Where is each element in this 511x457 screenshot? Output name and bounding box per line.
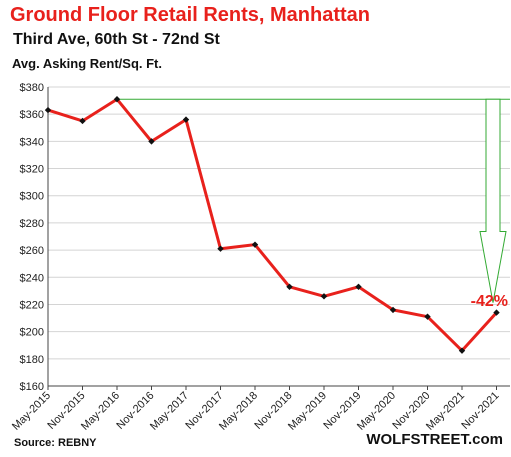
y-tick-label: $240 [20, 272, 44, 284]
data-point [182, 116, 190, 123]
data-point-markers [44, 96, 500, 354]
y-tick-label: $360 [20, 109, 44, 121]
data-point [113, 96, 121, 103]
y-axis-label: Avg. Asking Rent/Sq. Ft. [12, 56, 162, 71]
data-point [458, 347, 466, 354]
y-tick-label: $380 [20, 82, 44, 94]
data-point [355, 283, 362, 290]
x-tick-label: Nov-2021 [459, 390, 501, 432]
rent-series-line [47, 97, 498, 353]
data-point [424, 313, 431, 320]
y-tick-label: $260 [20, 245, 44, 257]
x-tick-labels: May-2015Nov-2015May-2016Nov-2016May-2017… [10, 390, 502, 433]
y-tick-label: $320 [20, 164, 44, 176]
y-tick-labels: $160 $180 $200 $220 $240 $260 $280 $300 $320 $340… [20, 82, 44, 393]
data-point [389, 306, 397, 314]
y-tick-label: $180 [20, 354, 44, 366]
y-tick-label: $160 [20, 381, 44, 393]
decline-arrow-shape [479, 98, 507, 303]
data-point [320, 293, 328, 300]
chart-title: Ground Floor Retail Rents, Manhattan [10, 4, 371, 26]
data-point [251, 241, 259, 248]
source-note: Source: REBNY [14, 437, 97, 449]
gridlines [47, 86, 510, 390]
chart-subtitle: Third Ave, 60th St - 72nd St [13, 31, 220, 48]
decline-annotation: -42% [471, 293, 508, 310]
data-point [217, 245, 224, 252]
data-point [148, 138, 155, 145]
y-tick-label: $280 [20, 218, 44, 230]
y-tick-label: $340 [20, 136, 44, 148]
y-tick-label: $200 [20, 327, 44, 339]
y-tick-label: $220 [20, 299, 44, 311]
data-point [493, 309, 500, 316]
series-line [47, 97, 498, 353]
brand-label: WOLFSTREET.com [366, 431, 503, 448]
decline-arrow [479, 98, 507, 303]
data-point [286, 283, 293, 290]
y-tick-label: $300 [20, 191, 44, 203]
data-point [79, 117, 86, 125]
x-tick-label: May-2015 [10, 390, 53, 433]
data-point [44, 106, 52, 114]
